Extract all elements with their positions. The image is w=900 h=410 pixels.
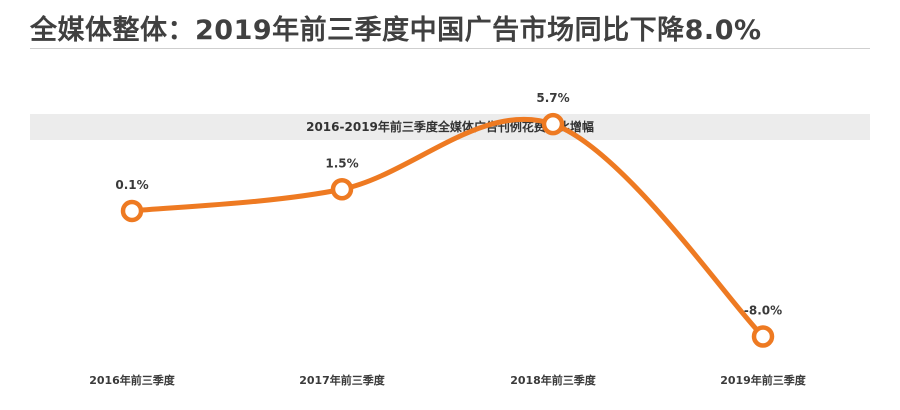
series-markers	[120, 112, 775, 348]
data-label-1: 0.1%	[115, 178, 148, 192]
data-point-1	[120, 199, 144, 223]
data-point-3	[541, 112, 565, 136]
x-tick-label-2: 2017年前三季度	[299, 373, 386, 387]
data-point-2	[330, 178, 354, 201]
x-tick-label-3: 2018年前三季度	[510, 373, 597, 387]
series-line	[129, 116, 766, 339]
x-axis-tick-labels: 2016年前三季度 2017年前三季度 2018年前三季度 2019年前三季度	[89, 373, 807, 387]
x-tick-label-4: 2019年前三季度	[720, 373, 807, 387]
data-label-4: -8.0%	[744, 304, 782, 318]
data-point-4	[751, 325, 775, 348]
page-title: 全媒体整体：2019年前三季度中国广告市场同比下降8.0%	[30, 15, 762, 46]
data-label-2: 1.5%	[325, 156, 358, 170]
chart-title-banner	[30, 114, 870, 140]
chart-title: 2016-2019年前三季度全媒体广告刊例花费同比增幅	[306, 120, 594, 134]
x-tick-label-1: 2016年前三季度	[89, 373, 176, 387]
series-lines	[129, 116, 766, 339]
data-label-3: 5.7%	[536, 91, 569, 105]
data-labels: 0.1% 1.5% 5.7% -8.0%	[115, 91, 782, 317]
title-divider	[30, 48, 870, 49]
